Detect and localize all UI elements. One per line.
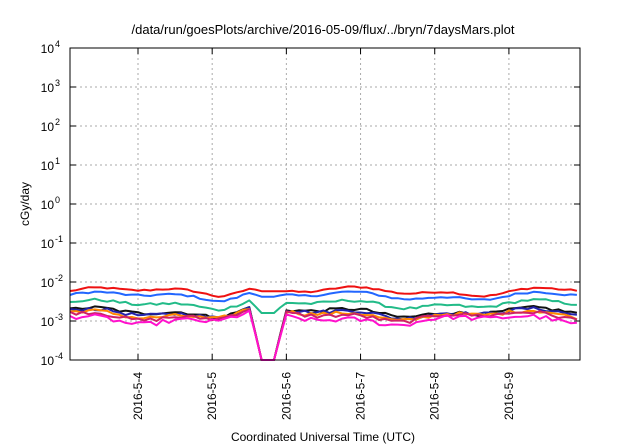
y-tick-base: 10: [41, 120, 55, 134]
x-tick-label: 2016-5-9: [502, 372, 516, 420]
y-tick-exponent: 1: [55, 156, 60, 166]
y-tick-exponent: 0: [55, 195, 60, 205]
y-axis-label: cGy/day: [18, 182, 32, 226]
x-tick-label: 2016-5-7: [354, 372, 368, 420]
y-tick-label: 10 4: [41, 39, 60, 56]
y-tick-label: 10 -3: [41, 312, 63, 329]
y-tick-exponent: 4: [55, 39, 60, 49]
y-tick-base: 10: [41, 198, 55, 212]
y-tick-base: 10: [41, 237, 55, 251]
y-tick-exponent: 2: [55, 117, 60, 127]
x-tick-label: 2016-5-5: [205, 372, 219, 420]
chart-title: /data/run/goesPlots/archive/2016-05-09/f…: [132, 22, 515, 37]
series-line: [69, 297, 577, 314]
x-axis-label: Coordinated Universal Time (UTC): [231, 430, 415, 444]
y-tick-label: 10 2: [41, 117, 60, 134]
y-tick-label: 10 -2: [41, 273, 63, 290]
y-tick-base: 10: [41, 159, 55, 173]
x-tick-label: 2016-5-4: [131, 372, 145, 420]
x-tick-label: 2016-5-6: [279, 372, 293, 420]
y-tick-exponent: 3: [55, 78, 60, 88]
y-tick-exponent: -4: [55, 351, 63, 361]
y-tick-exponent: -1: [55, 234, 63, 244]
y-tick-exponent: -2: [55, 273, 63, 283]
y-tick-label: 10 3: [41, 78, 60, 95]
series-group: [69, 285, 578, 361]
y-tick-base: 10: [41, 42, 55, 56]
series-line: [69, 309, 577, 361]
y-tick-base: 10: [41, 81, 55, 95]
y-tick-base: 10: [41, 315, 55, 329]
y-tick-label: 10 0: [41, 195, 60, 212]
y-tick-label: 10 1: [41, 156, 60, 173]
y-tick-base: 10: [41, 276, 55, 290]
series-line: [69, 308, 578, 361]
x-tick-label: 2016-5-8: [428, 372, 442, 420]
series-line: [69, 290, 577, 303]
y-tick-exponent: -3: [55, 312, 63, 322]
y-tick-label: 10 -4: [41, 351, 63, 368]
y-tick-label: 10 -1: [41, 234, 63, 251]
series-line: [69, 285, 578, 298]
y-tick-base: 10: [41, 354, 55, 368]
series-line: [69, 308, 578, 361]
x-axis: 2016-5-4 2016-5-5 2016-5-6 2016-5-7 2016-5-8…: [131, 48, 516, 420]
